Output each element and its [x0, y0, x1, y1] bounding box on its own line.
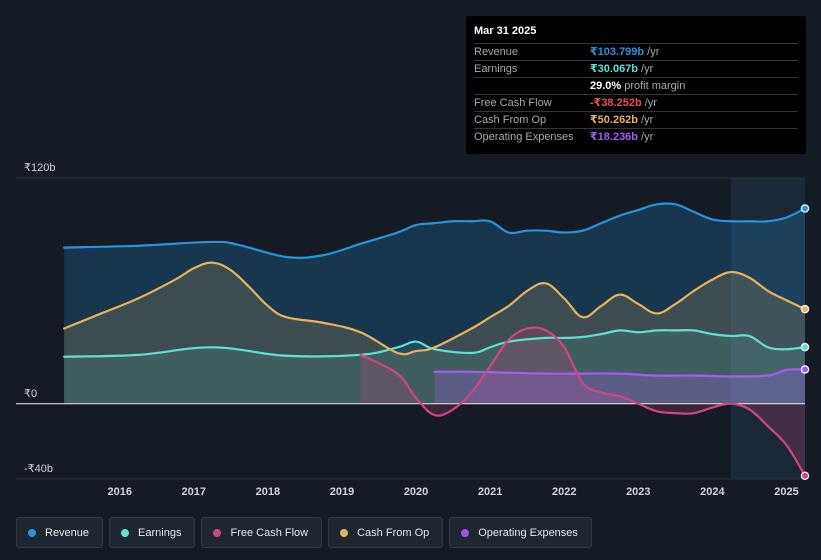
tooltip-value: ₹18.236b	[590, 131, 639, 143]
x-tick-label: 2016	[107, 486, 131, 498]
tooltip-row: Cash From Op ₹50.262b/yr	[474, 111, 798, 128]
legend-label: Revenue	[45, 526, 90, 539]
legend-label: Earnings	[138, 526, 182, 539]
x-tick-label: 2022	[552, 486, 576, 498]
end-marker-cash-from-op	[800, 304, 810, 314]
x-tick-label: 2017	[182, 486, 206, 498]
grid-lines	[16, 177, 805, 480]
y-tick-label: ₹0	[24, 388, 37, 400]
tooltip-value: ₹30.067b	[590, 63, 639, 75]
tooltip-unit: /yr	[641, 63, 654, 75]
line-free-cash-flow	[359, 326, 807, 477]
legend: Revenue Earnings Free Cash Flow Cash From O…	[16, 517, 592, 548]
end-marker-revenue	[800, 204, 810, 213]
area-operating-expenses	[434, 369, 805, 404]
tooltip-label: Operating Expenses	[474, 131, 574, 143]
tooltip-row: Revenue ₹103.799b/yr	[474, 43, 798, 60]
tooltip-unit: profit margin	[624, 80, 686, 92]
tooltip-label: Cash From Op	[474, 114, 547, 126]
legend-item-earnings[interactable]: Earnings	[109, 517, 196, 548]
y-tick-label: ₹120b	[24, 162, 55, 174]
tooltip-value: 29.0%	[590, 80, 622, 92]
area-cash-from-op	[64, 262, 805, 404]
tooltip-label: Revenue	[474, 46, 519, 58]
legend-label: Free Cash Flow	[230, 526, 309, 539]
area-earnings	[64, 330, 805, 404]
series-areas	[64, 203, 805, 476]
line-cash-from-op	[63, 261, 807, 356]
area-revenue	[64, 203, 805, 404]
line-earnings	[63, 328, 807, 358]
tooltip-value: -₹38.252b	[590, 97, 642, 109]
tooltip-label: Free Cash Flow	[474, 97, 552, 109]
legend-label: Operating Expenses	[478, 526, 578, 539]
x-tick-label: 2023	[626, 486, 650, 498]
legend-dot-icon	[121, 528, 130, 537]
series-lines	[63, 202, 807, 477]
tooltip: Mar 31 2025 Revenue ₹103.799b/yr Earnings ₹…	[466, 16, 806, 154]
y-tick-label: -₹40b	[24, 463, 53, 475]
tooltip-value: ₹50.262b	[590, 114, 639, 126]
legend-dot-icon	[28, 528, 36, 537]
legend-item-cash-from-op[interactable]: Cash From Op	[328, 517, 444, 548]
x-tick-label: 2020	[404, 486, 428, 498]
tooltip-row: Free Cash Flow -₹38.252b/yr	[474, 94, 798, 111]
area-free-cash-flow	[360, 327, 805, 476]
chart-canvas: ₹120b ₹0 -₹40b 2016 2017 2018 2019 2020 2021 202…	[16, 162, 810, 498]
x-tick-label: 2024	[700, 486, 725, 498]
tooltip-row: 29.0% profit margin	[474, 77, 798, 94]
legend-item-operating-expenses[interactable]: Operating Expenses	[449, 517, 592, 548]
x-tick-label: 2019	[330, 486, 354, 498]
tooltip-unit: /yr	[641, 114, 654, 126]
end-marker-operating-expenses	[800, 365, 810, 374]
tooltip-unit: /yr	[641, 131, 654, 143]
legend-dot-icon	[213, 528, 222, 537]
tooltip-label	[474, 78, 590, 94]
legend-item-revenue[interactable]: Revenue	[16, 517, 104, 548]
tooltip-value: ₹103.799b	[590, 46, 645, 58]
tooltip-row: Operating Expenses ₹18.236b/yr	[474, 128, 798, 145]
end-marker-free-cash-flow	[800, 471, 810, 481]
tooltip-unit: /yr	[647, 46, 660, 58]
legend-item-free-cash-flow[interactable]: Free Cash Flow	[201, 517, 323, 548]
tooltip-row: Earnings ₹30.067b/yr	[474, 60, 798, 77]
end-marker-earnings	[800, 342, 810, 352]
legend-label: Cash From Op	[357, 526, 430, 539]
series-end-markers	[800, 204, 810, 481]
line-operating-expenses	[433, 368, 807, 378]
tooltip-label: Earnings	[474, 63, 518, 75]
tooltip-unit: /yr	[644, 97, 657, 109]
tooltip-date: Mar 31 2025	[474, 25, 537, 37]
forecast-highlight-band	[730, 178, 805, 479]
line-revenue	[63, 202, 807, 259]
y-axis-labels: ₹120b ₹0 -₹40b	[24, 162, 55, 475]
x-axis-labels: 2016 2017 2018 2019 2020 2021 2022 2023 2024 2025	[107, 486, 798, 498]
x-tick-label: 2025	[774, 486, 798, 498]
legend-dot-icon	[461, 528, 470, 537]
x-tick-label: 2018	[256, 486, 280, 498]
x-tick-label: 2021	[478, 486, 502, 498]
legend-dot-icon	[340, 528, 349, 537]
